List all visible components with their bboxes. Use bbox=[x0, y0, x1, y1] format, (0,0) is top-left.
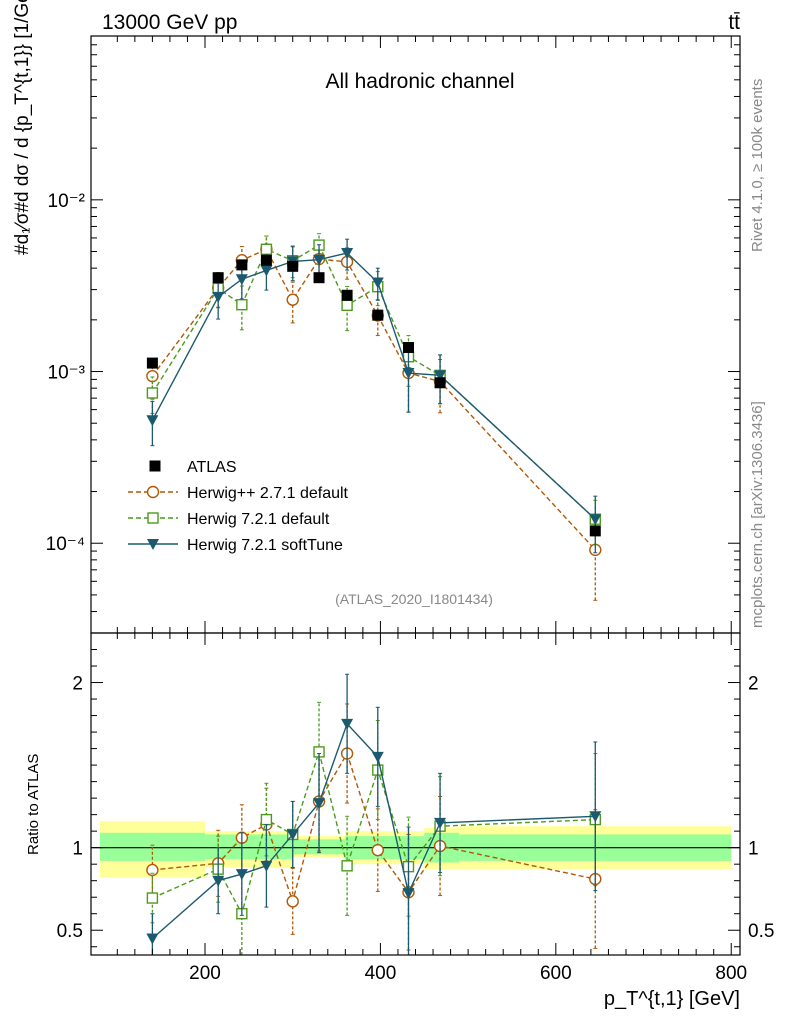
main-ylabel: #d₁⁄σ#d dσ / d {p_T^{t,1}} [1/GeV] bbox=[12, 0, 33, 255]
inner-uncertainty-band bbox=[205, 834, 293, 860]
data-point bbox=[313, 254, 326, 266]
atlas-point bbox=[341, 289, 353, 301]
data-point bbox=[589, 514, 602, 526]
ratio-ylabel: Ratio to ATLAS bbox=[25, 754, 42, 855]
ratio-point bbox=[589, 811, 602, 823]
data-point bbox=[212, 291, 225, 303]
main-panel: 10⁻⁴ 10⁻³ 10⁻² All hadronic channel (ATLAS… bbox=[12, 0, 741, 634]
ratio-point bbox=[212, 875, 225, 887]
atlas-point bbox=[260, 254, 272, 266]
ratio-point bbox=[235, 869, 248, 881]
ratio-xlabel: p_T^{t,1} [GeV] bbox=[604, 988, 740, 1010]
legend-label: ATLAS bbox=[187, 459, 237, 476]
legend-marker bbox=[146, 485, 160, 499]
legend-marker bbox=[147, 539, 159, 550]
atlas-point bbox=[236, 259, 248, 271]
ratio-y-tick-label: 2 bbox=[72, 674, 83, 695]
legend-label: Herwig 7.2.1 softTune bbox=[187, 537, 343, 554]
main-y-tick-label: 10⁻² bbox=[48, 191, 86, 212]
legend-label: Herwig++ 2.7.1 default bbox=[187, 485, 349, 502]
ratio-x-tick-label: 200 bbox=[189, 963, 221, 984]
ratio-point bbox=[341, 860, 353, 872]
atlas-point bbox=[313, 272, 325, 284]
series-atlas bbox=[146, 254, 601, 537]
main-plot-area bbox=[146, 233, 602, 601]
data-point bbox=[341, 248, 354, 260]
rivet-label: Rivet 4.1.0, ≥ 100k events bbox=[749, 79, 766, 252]
ratio-x-tick-label: 800 bbox=[715, 963, 747, 984]
ratio-point bbox=[146, 933, 159, 945]
main-axis-ticks: 10⁻⁴ 10⁻³ 10⁻² bbox=[46, 35, 740, 634]
main-y-tick-label: 10⁻³ bbox=[48, 363, 86, 384]
ratio-y-tick-label-right: 2 bbox=[748, 674, 759, 695]
ratio-point bbox=[260, 813, 273, 826]
data-point bbox=[260, 265, 273, 277]
ratio-point bbox=[286, 895, 299, 908]
atlas-point bbox=[402, 342, 414, 354]
data-point bbox=[146, 369, 159, 383]
legend-marker bbox=[147, 512, 159, 524]
data-point bbox=[146, 387, 159, 399]
data-point bbox=[434, 370, 447, 382]
series-line bbox=[151, 248, 596, 551]
atlas-point bbox=[434, 377, 446, 389]
data-point bbox=[402, 368, 415, 380]
data-point bbox=[260, 243, 273, 256]
header-right-title: tt̄ bbox=[728, 11, 740, 34]
main-y-tick-label: 10⁻⁴ bbox=[46, 534, 85, 555]
mcplots-label: mcplots.cern.ch [arXiv:1306.3436] bbox=[749, 401, 766, 628]
ratio-y-tick-label-right: 0.5 bbox=[748, 921, 774, 942]
ratio-y-tick-label: 1 bbox=[72, 839, 83, 860]
analysis-id-label: (ATLAS_2020_I1801434) bbox=[335, 591, 493, 607]
atlas-point bbox=[589, 525, 601, 537]
ratio-point bbox=[146, 863, 159, 877]
data-point bbox=[146, 415, 159, 427]
header-left-title: 13000 GeV pp bbox=[102, 11, 237, 34]
data-point bbox=[235, 274, 248, 286]
ratio-point bbox=[286, 829, 299, 841]
ratio-series-2 bbox=[146, 673, 602, 956]
legend-marker bbox=[149, 460, 161, 472]
ratio-point bbox=[371, 843, 384, 857]
atlas-point bbox=[372, 309, 384, 321]
legend: ATLAS Herwig++ 2.7.1 default Herwig 7.2.1 … bbox=[128, 459, 349, 554]
ratio-y-tick-label-right: 1 bbox=[748, 839, 759, 860]
data-point bbox=[371, 277, 384, 289]
ratio-point bbox=[371, 751, 384, 763]
ratio-point bbox=[146, 892, 159, 904]
ratio-point bbox=[341, 718, 354, 730]
ratio-point bbox=[434, 817, 447, 829]
ratio-point bbox=[313, 798, 326, 810]
data-point bbox=[341, 299, 353, 312]
main-title: All hadronic channel bbox=[325, 70, 514, 93]
data-point bbox=[286, 293, 299, 306]
ratio-plot-area bbox=[91, 673, 740, 956]
legend-label: Herwig 7.2.1 default bbox=[187, 511, 330, 528]
atlas-point bbox=[212, 272, 224, 284]
ratio-x-tick-label: 400 bbox=[365, 963, 397, 984]
ratio-y-tick-label: 0.5 bbox=[57, 921, 83, 942]
ratio-point bbox=[260, 860, 273, 872]
ratio-point bbox=[402, 888, 415, 900]
ratio-x-tick-label: 600 bbox=[540, 963, 572, 984]
atlas-point bbox=[287, 260, 299, 272]
data-point bbox=[236, 299, 248, 311]
atlas-point bbox=[146, 357, 158, 369]
